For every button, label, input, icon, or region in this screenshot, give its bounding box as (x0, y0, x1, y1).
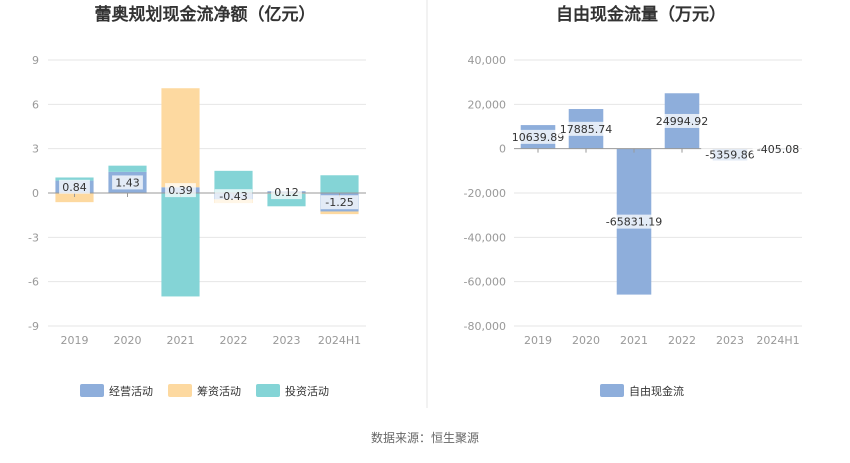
y-tick-label: 20,000 (468, 98, 507, 111)
x-tick-label: 2019 (524, 334, 552, 347)
data-label: -5359.86 (705, 149, 754, 162)
data-source-footer: 数据来源：恒生聚源 (370, 431, 479, 445)
data-label: -65831.19 (606, 216, 662, 229)
data-label: -0.43 (219, 190, 247, 203)
x-tick-label: 2024H1 (318, 334, 361, 347)
data-label-bg (214, 189, 253, 204)
y-tick-label: 40,000 (468, 54, 507, 67)
bar-投资活动 (161, 193, 200, 297)
y-tick-label: -20,000 (464, 187, 506, 200)
y-tick-label: -60,000 (464, 276, 506, 289)
data-label: 24994.92 (656, 115, 709, 128)
data-label: 1.43 (115, 176, 140, 189)
data-label: -405.08 (757, 143, 799, 156)
bar-投资活动 (108, 165, 147, 172)
y-tick-label: -40,000 (464, 231, 506, 244)
chart-title: 蕾奥规划现金流净额（亿元） (95, 4, 316, 25)
x-tick-label: 2020 (114, 334, 142, 347)
x-tick-label: 2021 (620, 334, 648, 347)
data-label-bg (165, 183, 196, 198)
bar-投资活动 (320, 175, 359, 193)
bar-筹资活动 (161, 88, 200, 188)
data-label-bg (557, 121, 615, 136)
data-label: 17885.74 (560, 123, 613, 136)
bar-筹资活动 (55, 193, 94, 203)
legend-label: 筹资活动 (197, 384, 241, 398)
x-tick-label: 2022 (220, 334, 248, 347)
data-label: -1.25 (325, 196, 353, 209)
legend-label: 投资活动 (285, 384, 329, 398)
cash-flow-net-chart: 蕾奥规划现金流净额（亿元） 9 6 3 0 -3 -6 -9 2019 0.84 2020 1.43 2… (28, 4, 366, 398)
y-tick-label: 0 (32, 187, 39, 200)
data-label-bg (59, 179, 90, 194)
y-tick-label: -9 (28, 320, 39, 333)
data-label-bg (320, 195, 359, 210)
legend-swatch (256, 384, 280, 397)
data-label: 10639.89 (512, 131, 565, 144)
y-tick-label: -6 (28, 276, 39, 289)
legend-swatch (600, 384, 624, 397)
x-tick-label: 2023 (273, 334, 301, 347)
x-tick-label: 2021 (167, 334, 195, 347)
y-tick-label: 3 (32, 143, 39, 156)
bar-投资活动 (55, 177, 94, 181)
x-tick-label: 2022 (668, 334, 696, 347)
data-label: 0.39 (168, 184, 193, 197)
data-label: 0.84 (62, 181, 87, 194)
x-tick-label: 2020 (572, 334, 600, 347)
data-label-bg (701, 147, 759, 162)
y-tick-label: -80,000 (464, 320, 506, 333)
y-tick-label: -3 (28, 231, 39, 244)
y-tick-label: 6 (32, 98, 39, 111)
x-tick-label: 2023 (716, 334, 744, 347)
data-label-bg (752, 142, 804, 157)
data-label-bg (112, 175, 143, 190)
data-label-bg (271, 185, 302, 200)
free-cash-flow-chart: 自由现金流量（万元） 40,000 20,000 0 -20,000 -40,000 -60… (464, 4, 804, 398)
bar-筹资活动 (320, 211, 359, 215)
legend-label: 经营活动 (109, 384, 153, 398)
legend-swatch (80, 384, 104, 397)
legend-swatch (168, 384, 192, 397)
chart-title: 自由现金流量（万元） (556, 4, 726, 25)
y-tick-label: 9 (32, 54, 39, 67)
bar-投资活动 (214, 170, 253, 193)
x-tick-label: 2019 (61, 334, 89, 347)
y-tick-label: 0 (499, 143, 506, 156)
legend-label: 自由现金流 (629, 384, 684, 398)
x-tick-label: 2024H1 (756, 334, 799, 347)
data-label-bg (653, 113, 711, 128)
data-label-bg (601, 214, 667, 229)
data-label-bg (509, 129, 567, 144)
data-label: 0.12 (274, 186, 299, 199)
